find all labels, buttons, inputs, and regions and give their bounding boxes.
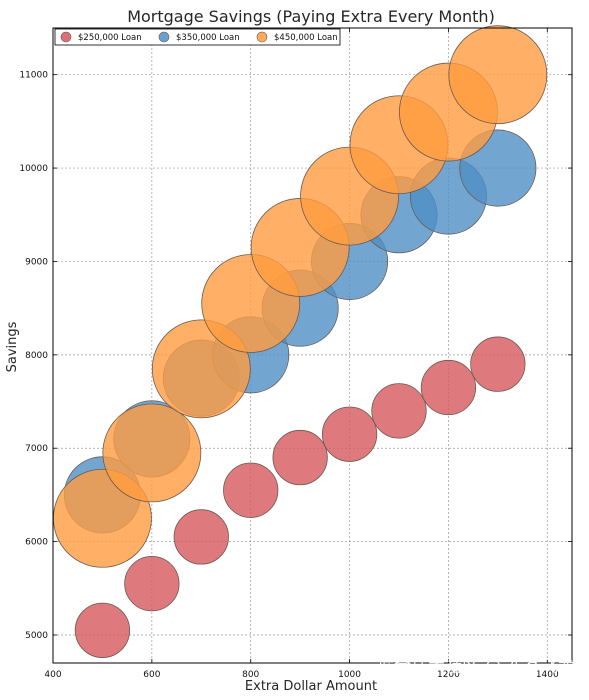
bubble-point xyxy=(272,429,328,486)
x-tick-label: 800 xyxy=(242,670,259,680)
bubble-point xyxy=(74,602,131,658)
y-tick-label: 6000 xyxy=(25,538,48,548)
x-tick-label: 1000 xyxy=(338,670,361,680)
plot-frame xyxy=(52,27,573,664)
y-axis-label: Savings xyxy=(5,321,20,372)
x-tick-label: 400 xyxy=(44,670,61,680)
chart-title: Mortgage Savings (Paying Extra Every Mon… xyxy=(127,7,495,26)
x-tick-labels: 400 600 800 1000 1200 1400 xyxy=(44,670,559,680)
bubble-point xyxy=(371,383,427,439)
legend-label: $350,000 Loan xyxy=(176,33,240,43)
y-tick-label: 11000 xyxy=(19,71,48,81)
y-tick-label: 7000 xyxy=(25,444,48,454)
bubble-point xyxy=(124,556,180,612)
y-tick-label: 10000 xyxy=(19,164,48,174)
watermark-text: 掘金技术社区 @ 布客飞龙 xyxy=(377,657,575,677)
series-group xyxy=(53,25,548,568)
bubble-point xyxy=(420,359,477,416)
series-group xyxy=(74,336,526,658)
x-tick-label: 1200 xyxy=(437,670,460,680)
bubble-point xyxy=(102,403,202,503)
plot-area xyxy=(53,25,548,658)
legend-label: $450,000 Loan xyxy=(274,33,338,43)
legend-label: $250,000 Loan xyxy=(78,33,142,43)
bubble-point xyxy=(223,462,279,518)
legend-box xyxy=(54,28,341,46)
bubble-point xyxy=(448,25,548,125)
y-tick-label: 5000 xyxy=(25,631,48,641)
x-tick-label: 600 xyxy=(143,670,160,680)
x-axis-label: Extra Dollar Amount xyxy=(245,679,377,694)
legend: $250,000 Loan $350,000 Loan $450,000 Loan xyxy=(54,28,341,46)
legend-marker xyxy=(158,31,170,43)
bubble-point xyxy=(173,509,229,565)
y-tick-labels: 5000 6000 7000 8000 9000 10000 11000 xyxy=(19,71,48,641)
y-tick-label: 8000 xyxy=(25,351,48,361)
legend-marker xyxy=(256,31,268,43)
legend-marker xyxy=(60,31,72,43)
axis-ticks xyxy=(52,28,572,663)
bubble-point xyxy=(470,336,526,392)
bubble-point xyxy=(321,406,378,462)
y-tick-label: 9000 xyxy=(25,257,48,267)
x-tick-label: 1400 xyxy=(536,670,559,680)
